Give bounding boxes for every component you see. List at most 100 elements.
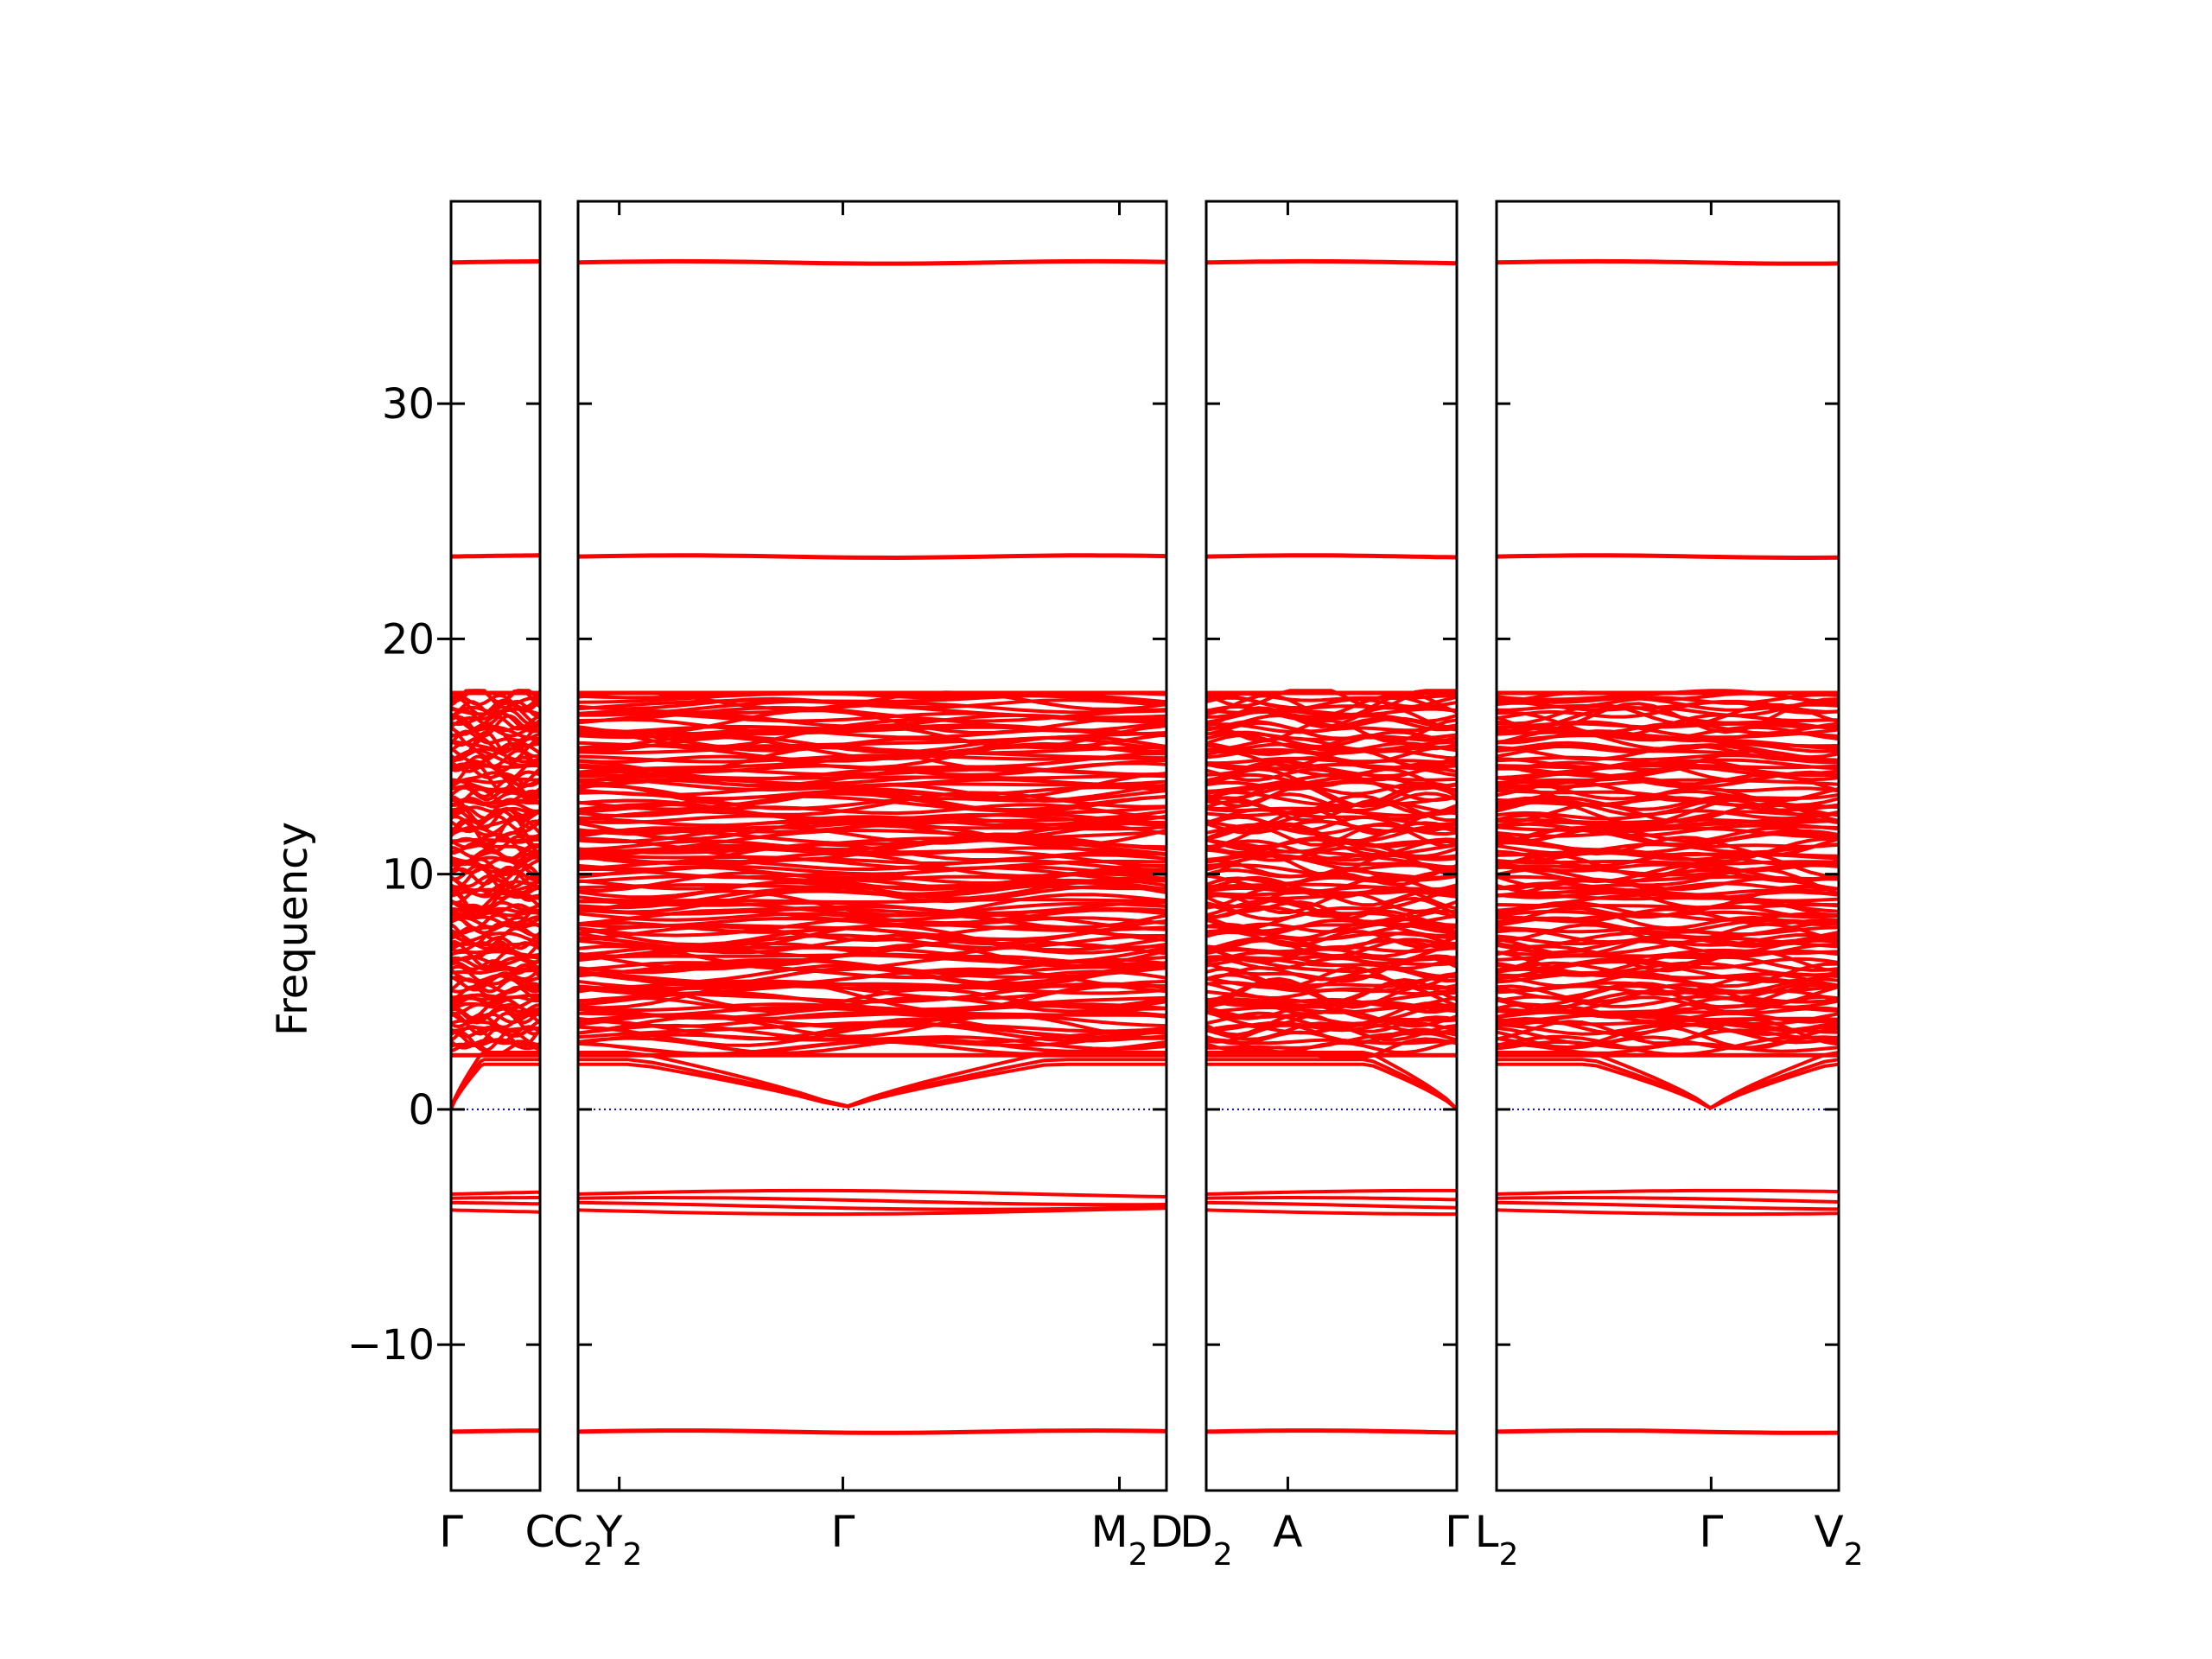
band-line [578,791,1166,812]
flat-band [1497,1428,1839,1435]
band-line [578,874,1166,884]
x-tick-label: M2 [1090,1507,1147,1573]
band-line [451,964,540,984]
negative-band [451,1200,540,1206]
band-line [1206,756,1457,766]
panel-frame [1205,200,1459,1492]
x-tick-label: L2 [1475,1507,1519,1573]
flat-band [1206,1428,1457,1435]
flat-band [1497,258,1839,266]
x-tick-subscript: 2 [1213,1537,1233,1573]
band-line [451,708,540,727]
x-tick-label: A [1273,1507,1302,1557]
x-tick-subscript: 2 [1844,1537,1864,1573]
band-line [1206,790,1457,808]
negative-band [451,1190,540,1196]
negative-band [578,1206,1166,1217]
band-line [1206,706,1457,729]
band-line [1497,867,1839,895]
x-tick-subscript: 2 [583,1537,603,1573]
flat-band [1497,553,1839,560]
band-panels [437,200,1840,1492]
band-line [1206,971,1457,1000]
band-line [578,732,1166,753]
acoustic-band [578,1062,1166,1109]
bands [1497,258,1839,1435]
band-line [1497,710,1839,738]
band-line [578,982,1166,995]
bands [1206,258,1457,1435]
y-tick-label: 10 [382,851,435,899]
acoustic-band [1497,1051,1839,1110]
band-line [578,1017,1166,1041]
band-line [1206,815,1457,833]
negative-band [1206,1196,1457,1202]
x-tick-label: D2 [1179,1507,1232,1573]
negative-band [1497,1208,1839,1217]
negative-band [1497,1200,1839,1211]
band-line [1497,778,1839,789]
flat-band [451,259,540,265]
band-line [451,777,540,785]
band-line [1206,854,1457,869]
panel-seg3 [1205,200,1459,1492]
flat-band [578,1428,1166,1435]
band-line [1206,1011,1457,1029]
panel-seg4 [1495,200,1840,1492]
band-line [578,753,1166,764]
band-line [578,836,1166,856]
acoustic-band [451,1062,540,1110]
band-line [451,906,540,918]
band-line [578,969,1166,991]
band-line [578,852,1166,871]
x-tick-label: C [525,1507,556,1557]
band-line [1206,1037,1457,1059]
acoustic-band [451,1051,540,1110]
band-line [451,912,540,929]
band-line [578,898,1166,904]
x-tick-label: Γ [831,1507,855,1557]
band-line [578,829,1166,853]
band-line [1497,763,1839,770]
band-line [1497,1021,1839,1036]
bands [578,258,1166,1435]
band-line [1206,846,1457,862]
band-line [578,717,1166,734]
y-tick-label: 0 [408,1086,435,1135]
band-line [578,908,1166,925]
band-line [1497,730,1839,748]
band-line [1497,705,1839,733]
acoustic-band [1206,1062,1457,1110]
band-line [578,832,1166,852]
band-line [578,812,1166,826]
panel-frame [1495,200,1840,1492]
band-line [451,693,540,710]
y-tick-label: 30 [382,380,435,429]
acoustic-band [1497,1062,1839,1110]
band-line [451,701,540,728]
band-line [1206,734,1457,751]
band-line [1206,794,1457,816]
band-line [1206,801,1457,816]
band-line [1206,922,1457,934]
negative-band [1497,1196,1839,1204]
band-line [451,1029,540,1052]
band-line [1206,772,1457,786]
x-tick-subscript: 2 [622,1537,642,1573]
band-line [1497,826,1839,839]
band-line [1497,741,1839,753]
band-line [451,887,540,905]
band-line [578,794,1166,815]
band-line [1206,973,1457,989]
band-line [1206,896,1457,920]
band-line [1206,743,1457,765]
band-line [1497,944,1839,959]
negative-band [1206,1208,1457,1217]
band-line [1206,956,1457,971]
band-line [1206,809,1457,817]
band-line [578,745,1166,755]
band-line [578,696,1166,711]
x-tick-label: Γ [1699,1507,1723,1557]
band-line [1497,822,1839,838]
panel-frame [449,200,542,1492]
